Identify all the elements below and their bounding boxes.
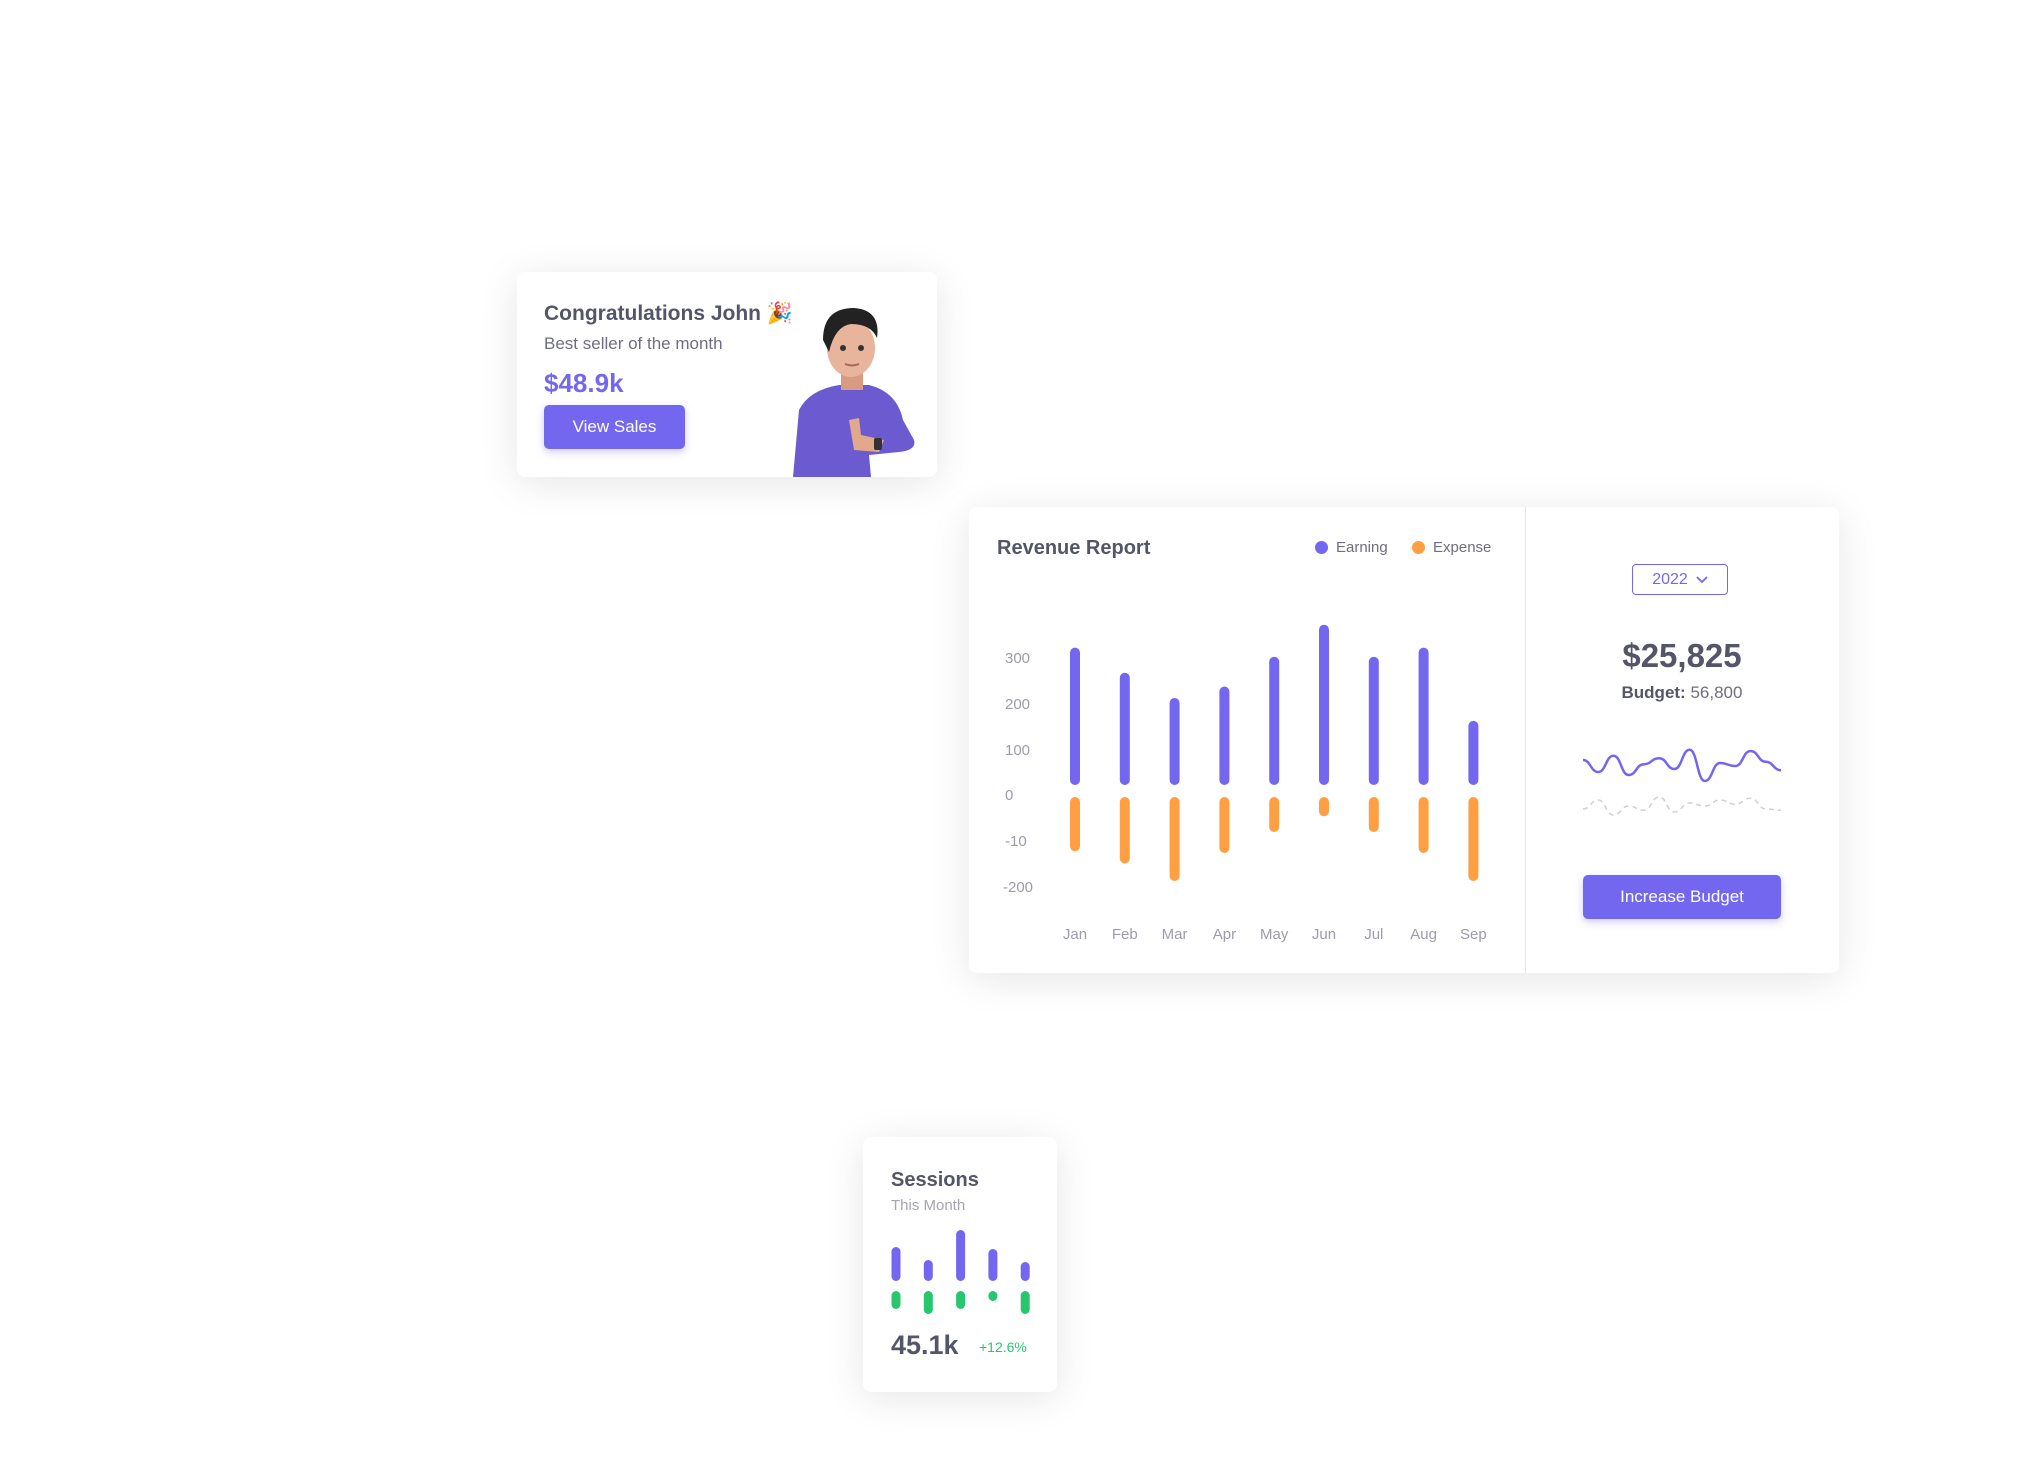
expense-bar	[1219, 797, 1230, 853]
view-sales-button[interactable]: View Sales	[544, 405, 685, 449]
legend-earning: Earning	[1315, 539, 1388, 556]
earning-bar	[1468, 720, 1479, 785]
earning-dot-icon	[1315, 541, 1328, 554]
congrats-subtitle: Best seller of the month	[544, 334, 723, 353]
revenue-bar-chart: 300 200 100 0 -10 -200 Jan Feb Mar Apr May Jun Jul Au…	[1003, 624, 1487, 943]
year-dropdown[interactable]: 2022	[1632, 564, 1728, 595]
y-tick-label: 300	[1005, 650, 1030, 667]
earning-bar	[1119, 672, 1130, 785]
expense-bar	[1269, 797, 1280, 832]
budget-sparkline	[1583, 748, 1782, 816]
sessions-bar-bottom	[891, 1291, 901, 1309]
budget-label: Budget:	[1621, 683, 1686, 702]
sessions-bar-top	[891, 1247, 901, 1281]
y-tick-label: -10	[1005, 833, 1027, 850]
earning-bar	[1219, 686, 1230, 785]
sessions-subtitle: This Month	[891, 1197, 966, 1214]
revenue-title: Revenue Report	[997, 537, 1151, 559]
earning-bar	[1269, 656, 1280, 785]
legend-expense: Expense	[1412, 539, 1491, 556]
x-tick-label: Jun	[1312, 926, 1336, 943]
avatar-illustration	[793, 308, 915, 477]
sparkline-dashed	[1583, 796, 1782, 816]
sessions-bar-top	[956, 1230, 966, 1281]
sessions-title: Sessions	[891, 1169, 979, 1191]
legend-earning-label: Earning	[1336, 539, 1388, 556]
x-tick-label: Aug	[1410, 926, 1437, 943]
earning-bar	[1319, 624, 1329, 785]
expense-bar	[1468, 797, 1479, 881]
y-tick-label: 100	[1005, 742, 1030, 759]
earning-bar	[1169, 697, 1180, 785]
sessions-bar-top	[988, 1249, 998, 1281]
x-tick-label: Feb	[1112, 926, 1138, 943]
x-tick-label: May	[1260, 926, 1289, 943]
expense-bar	[1368, 797, 1379, 832]
sessions-value: 45.1k	[891, 1330, 959, 1360]
x-tick-label: Sep	[1460, 926, 1487, 943]
x-tick-label: Jan	[1063, 926, 1087, 943]
expense-bar	[1319, 797, 1329, 817]
x-tick-label: Apr	[1213, 926, 1236, 943]
budget-value: 56,800	[1690, 683, 1743, 702]
y-tick-label: 200	[1005, 696, 1030, 713]
revenue-total: $25,825	[1622, 637, 1742, 674]
revenue-report-card: Revenue Report Earning Expense 300 200 100…	[969, 507, 1839, 973]
sparkline-solid	[1583, 748, 1782, 783]
sessions-card: Sessions This Month 45.1k +12.6%	[863, 1137, 1057, 1392]
party-popper-icon: 🎉	[766, 302, 793, 325]
expense-bar	[1119, 797, 1130, 864]
earning-bar	[1418, 647, 1429, 785]
sessions-bar-bottom	[988, 1291, 998, 1301]
sessions-bar-bottom	[956, 1291, 966, 1309]
congrats-title: Congratulations John 🎉	[544, 302, 793, 325]
increase-budget-button[interactable]: Increase Budget	[1583, 875, 1781, 919]
legend-expense-label: Expense	[1433, 539, 1492, 556]
divider	[1525, 507, 1526, 973]
x-tick-label: Mar	[1162, 926, 1188, 943]
congratulations-card: Congratulations John 🎉 Best seller of th…	[517, 272, 937, 477]
expense-bar	[1418, 797, 1429, 853]
expense-dot-icon	[1412, 541, 1425, 554]
congrats-amount: $48.9k	[544, 368, 624, 398]
expense-bar	[1070, 797, 1080, 852]
earning-bar	[1368, 656, 1379, 785]
sessions-bar-top	[1020, 1262, 1030, 1281]
expense-bar	[1169, 797, 1180, 881]
sessions-change: +12.6%	[979, 1339, 1027, 1355]
sessions-bar-top	[923, 1260, 933, 1281]
y-tick-label: -200	[1003, 879, 1033, 896]
year-value: 2022	[1652, 570, 1688, 588]
earning-bar	[1070, 647, 1080, 785]
sessions-bar-bottom	[1020, 1291, 1030, 1314]
sessions-bar-bottom	[923, 1291, 933, 1314]
x-tick-label: Jul	[1364, 926, 1383, 943]
chevron-down-icon	[1696, 575, 1708, 583]
budget-text: Budget: 56,800	[1525, 683, 1839, 703]
sessions-bar-chart	[891, 1230, 1030, 1314]
y-tick-label: 0	[1005, 787, 1013, 804]
